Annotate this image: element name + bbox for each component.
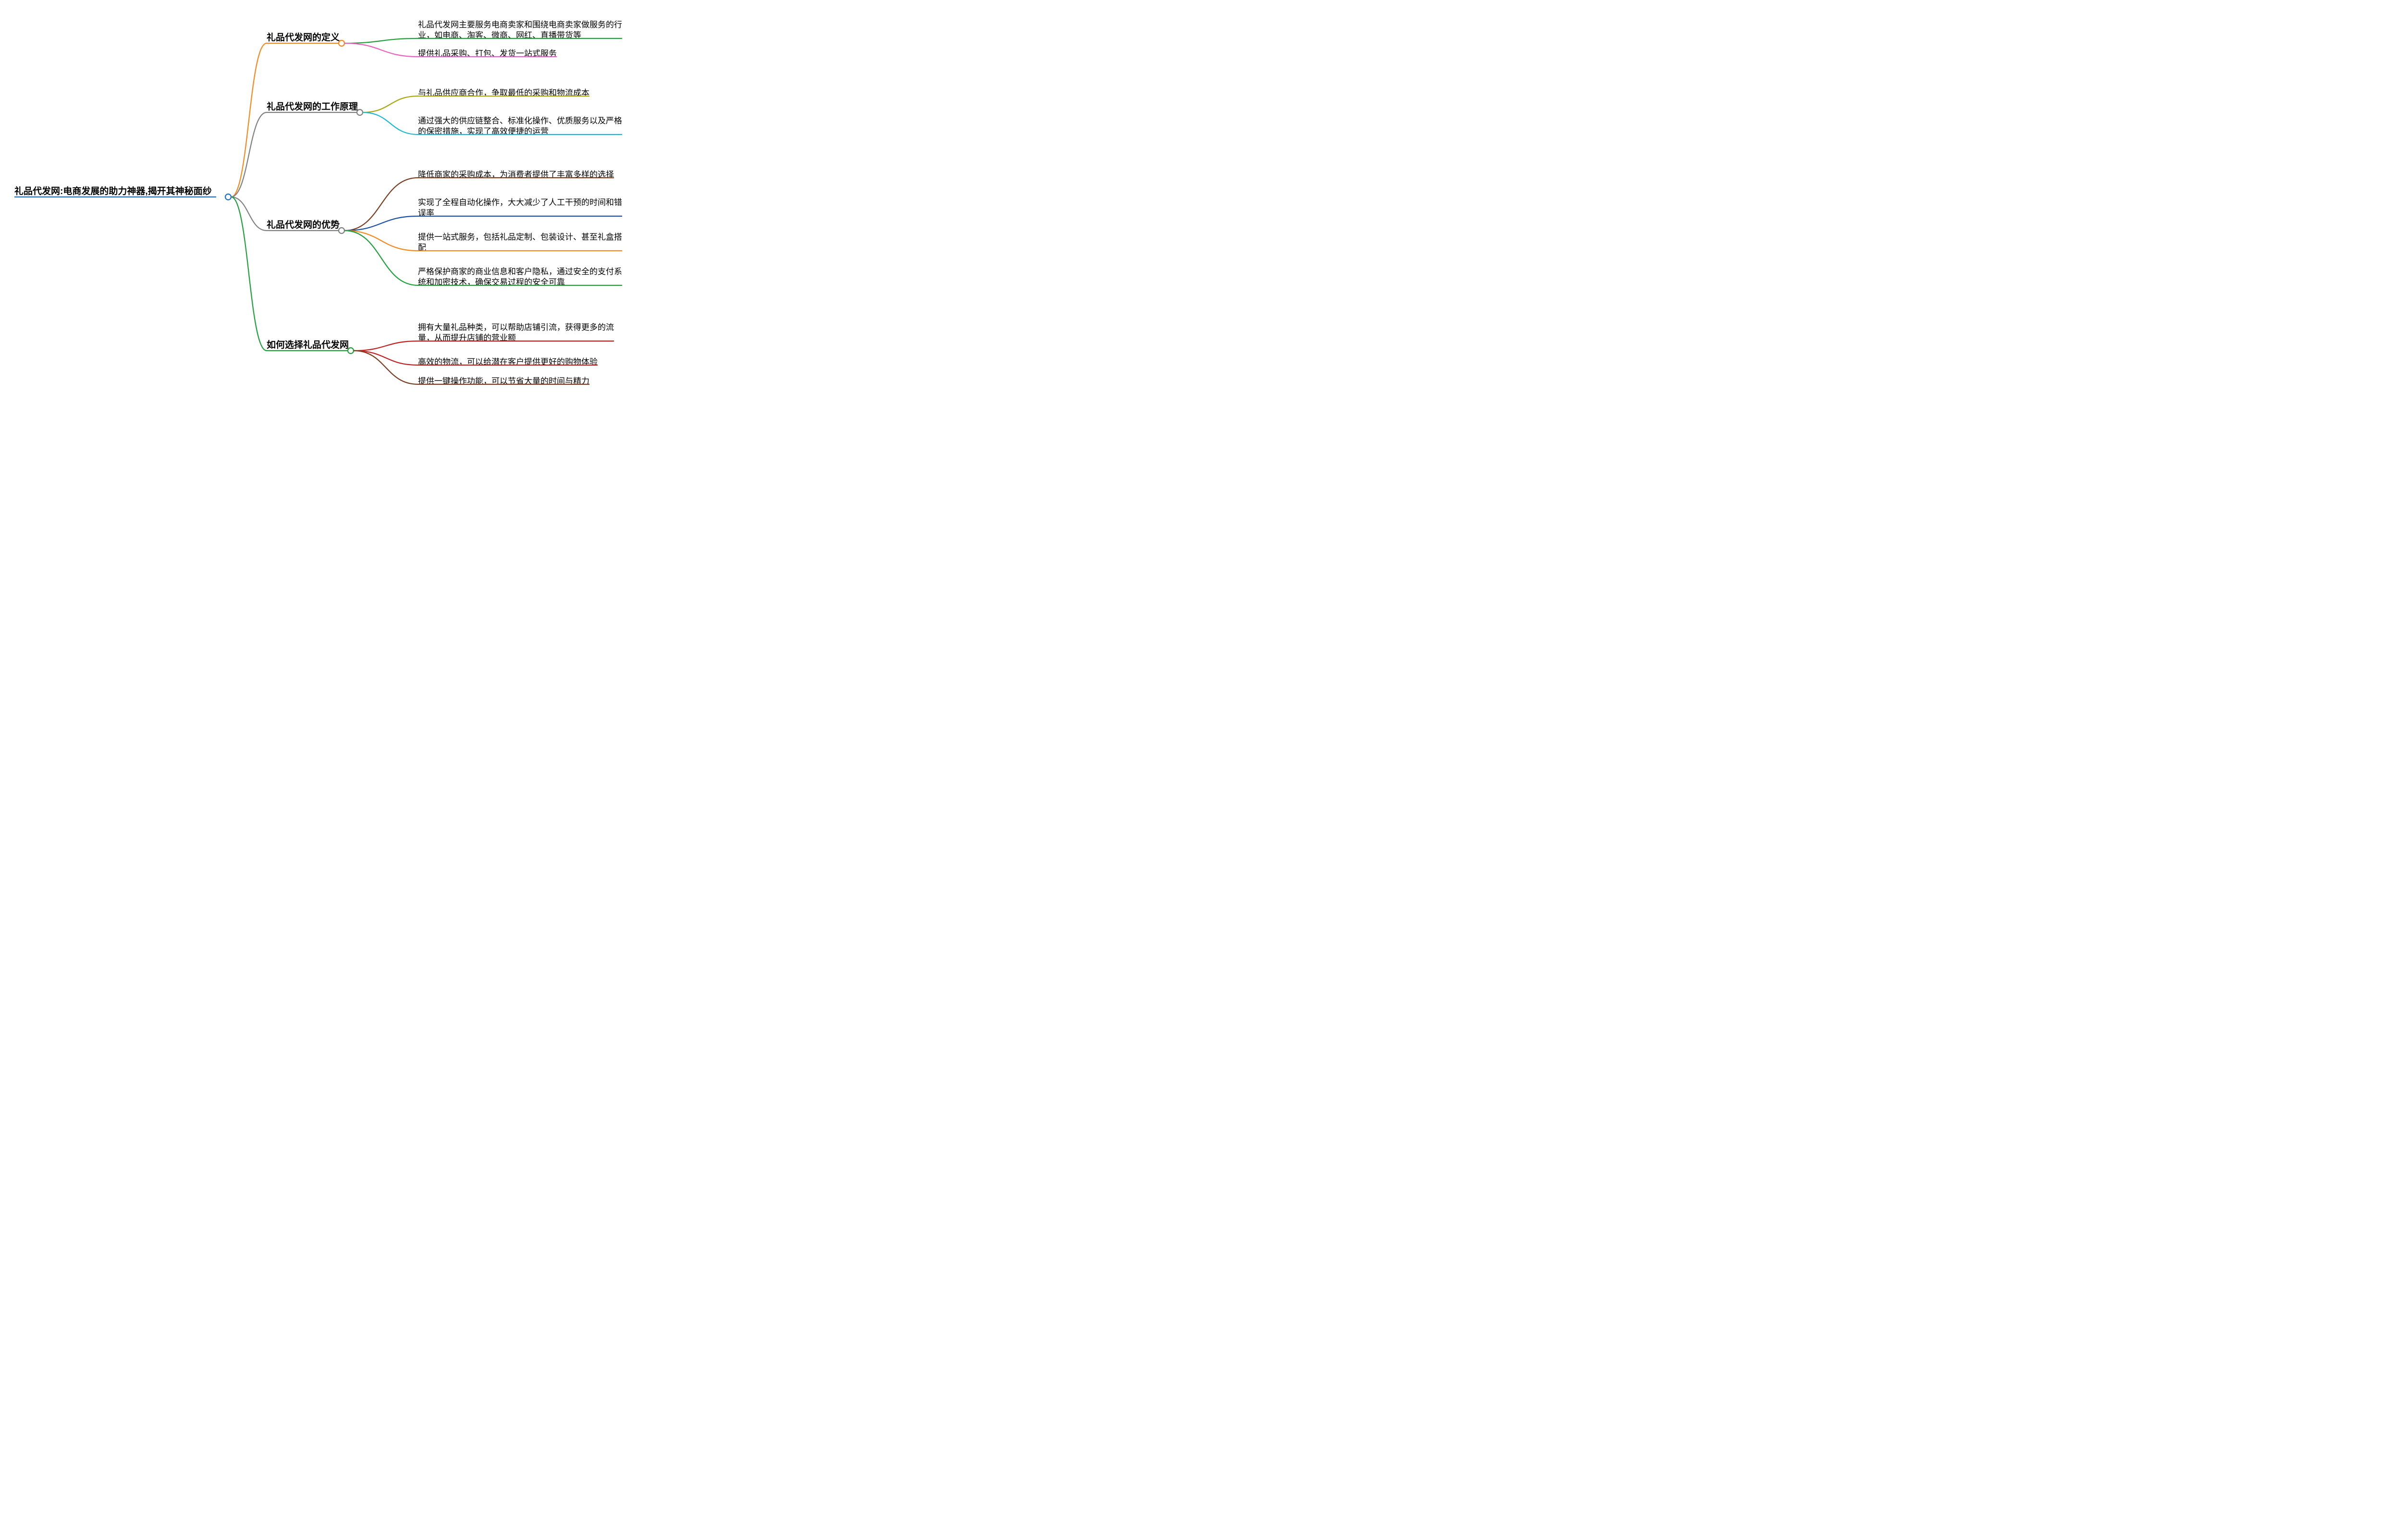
branch-label-choose: 如何选择礼品代发网 (267, 339, 349, 350)
edge-advantage-leaf0 (344, 178, 418, 231)
branch-node-def (339, 40, 344, 46)
leaf-label-advantage-1: 实现了全程自动化操作，大大减少了人工干预的时间和错误率 (418, 198, 622, 218)
edge-root-choose (231, 197, 267, 351)
leaf-label-principle-1: 通过强大的供应链整合、标准化操作、优质服务以及严格的保密措施，实现了高效便捷的运… (418, 116, 622, 136)
edge-choose-leaf1 (354, 351, 418, 365)
edge-principle-leaf0 (363, 96, 418, 112)
root-node (225, 194, 231, 200)
edge-def-leaf1 (344, 43, 418, 57)
branch-node-principle (357, 110, 363, 115)
edge-advantage-leaf2 (344, 231, 418, 251)
edge-choose-leaf0 (354, 341, 418, 351)
leaf-label-choose-0: 拥有大量礼品种类，可以帮助店铺引流，获得更多的流量，从而提升店铺的营业额 (418, 323, 614, 342)
edge-root-principle (231, 112, 267, 197)
branch-node-choose (348, 348, 354, 354)
leaf-label-def-0: 礼品代发网主要服务电商卖家和围绕电商卖家做服务的行业，如电商、淘客、微商、网红、… (418, 20, 622, 40)
leaf-label-advantage-3: 严格保护商家的商业信息和客户隐私，通过安全的支付系统和加密技术，确保交易过程的安… (418, 267, 622, 287)
edge-def-leaf0 (344, 38, 418, 43)
mindmap-container: 礼品代发网:电商发展的助力神器,揭开其神秘面纱 礼品代发网的定义 礼品代发网主要服务… (0, 0, 2402, 403)
edge-choose-leaf2 (354, 351, 418, 384)
mindmap-svg: 礼品代发网:电商发展的助力神器,揭开其神秘面纱 礼品代发网的定义 礼品代发网主要服务… (0, 0, 697, 403)
edge-advantage-leaf3 (344, 231, 418, 285)
edge-principle-leaf1 (363, 112, 418, 134)
branch-label-def: 礼品代发网的定义 (267, 32, 340, 43)
branch-label-principle: 礼品代发网的工作原理 (267, 101, 358, 112)
branch-node-advantage (339, 228, 344, 233)
branch-label-advantage: 礼品代发网的优势 (267, 219, 340, 230)
leaf-label-advantage-2: 提供一站式服务，包括礼品定制、包装设计、甚至礼盒搭配 (418, 232, 622, 252)
edge-root-def (231, 43, 267, 197)
root-label: 礼品代发网:电商发展的助力神器,揭开其神秘面纱 (14, 185, 212, 196)
